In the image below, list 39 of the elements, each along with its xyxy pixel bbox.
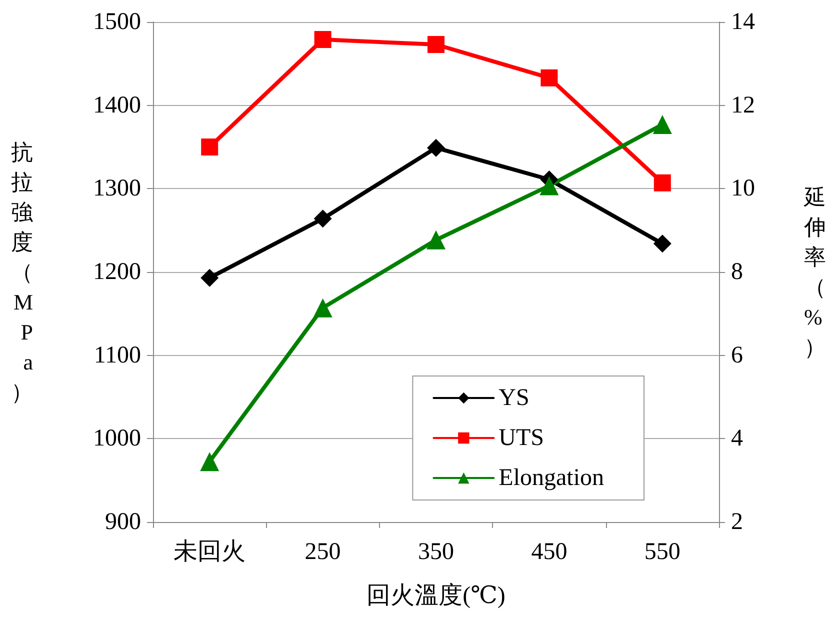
y2-tick-label: 10: [731, 176, 755, 202]
y2-tick-label: 6: [731, 342, 743, 368]
x-tick-label: 350: [418, 539, 454, 565]
y-tick-label: 900: [105, 509, 141, 535]
y2-tick-label: 2: [731, 509, 743, 535]
text: 抗拉強度（MPa）: [11, 140, 33, 404]
y2-tick-label: 12: [731, 92, 755, 118]
x-tick-label: 450: [531, 539, 568, 565]
x-tick-label: 未回火: [174, 539, 246, 565]
x-axis-title: 回火溫度(℃): [366, 582, 506, 609]
y2-axis-title: 延伸率（%）: [803, 184, 826, 360]
y2-tick-label: 4: [731, 426, 743, 452]
point: [201, 138, 218, 156]
y2-tick-label: 14: [731, 9, 755, 35]
point: [314, 31, 332, 48]
point: [654, 174, 671, 192]
y2-tick-label: 8: [731, 259, 743, 285]
legend-label: YS: [498, 385, 530, 411]
x-tick-label: 550: [644, 539, 680, 565]
y-tick-label: 1400: [93, 92, 141, 118]
point: [540, 69, 558, 86]
y-tick-label: 1300: [93, 176, 141, 202]
point: [428, 36, 444, 53]
legend-label: UTS: [498, 425, 544, 451]
y-tick-label: 1200: [93, 259, 141, 285]
point: [314, 210, 332, 228]
point: [427, 138, 445, 157]
point: [200, 268, 219, 287]
point: [653, 234, 672, 253]
y-tick-label: 1500: [93, 9, 141, 35]
y-tick-label: 1000: [93, 426, 141, 452]
point: [313, 298, 332, 318]
point: [652, 115, 672, 134]
x-tick-label: 250: [304, 539, 341, 565]
legend-label: Elongation: [498, 465, 604, 491]
point: [426, 230, 446, 250]
y-tick-label: 1100: [94, 342, 141, 368]
point: [540, 176, 559, 196]
point: [200, 452, 220, 472]
